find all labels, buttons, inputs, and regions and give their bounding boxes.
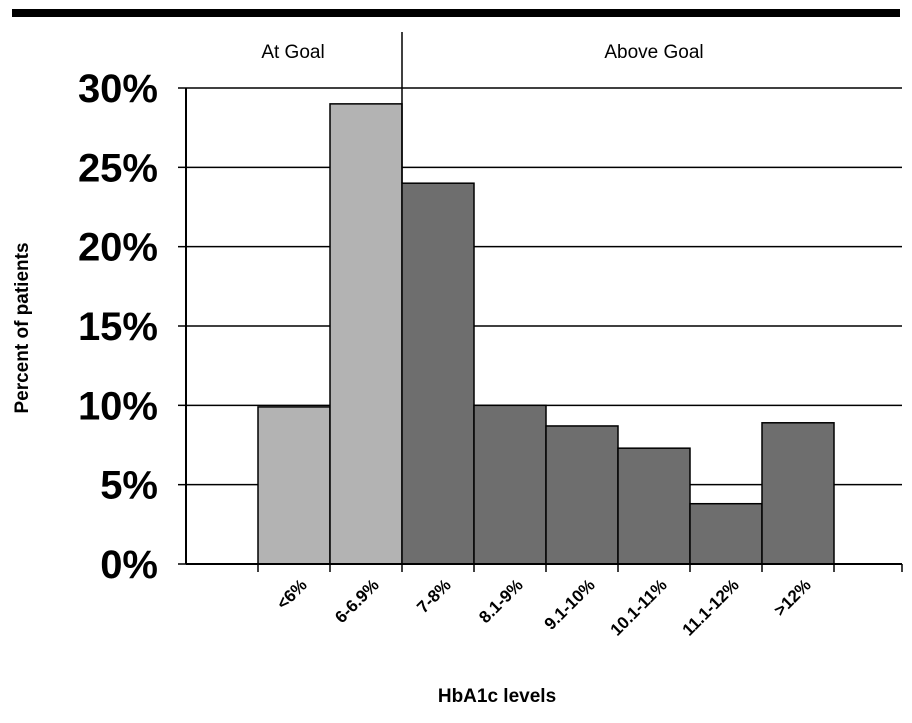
x-tick-label: <6% [273, 575, 311, 613]
x-tick-labels: <6% 6-6.9% 7-8% 8.1-9% 9.1-10% 10.1-11% 11.1-1… [273, 575, 815, 639]
y-tick-label: 0% [100, 543, 158, 587]
y-tick-label: 10% [78, 384, 158, 428]
y-tick-label: 25% [78, 146, 158, 190]
top-rule [12, 9, 900, 17]
bars [257, 103, 835, 565]
region-label-at-goal: At Goal [261, 42, 324, 63]
bar [545, 425, 619, 565]
y-tick-label: 5% [100, 464, 158, 508]
x-tick-label: 7-8% [413, 575, 454, 616]
bar [761, 422, 835, 565]
x-axis-label: HbA1c levels [438, 686, 556, 707]
y-tick-labels: 0% 5% 10% 15% 20% 25% 30% [78, 67, 158, 587]
x-tick-label: 10.1-11% [607, 575, 671, 639]
x-tick-label: 11.1-12% [679, 575, 743, 639]
bar [257, 406, 331, 565]
region-label-above-goal: Above Goal [604, 42, 703, 63]
bar [473, 404, 547, 565]
x-tick-label: >12% [770, 575, 815, 620]
y-tick-label: 20% [78, 226, 158, 270]
x-tick-label: 6-6.9% [331, 575, 383, 627]
x-tick-label: 9.1-10% [541, 575, 599, 633]
y-tick-label: 15% [78, 305, 158, 349]
bar [329, 103, 403, 565]
x-tick-label: 8.1-9% [475, 575, 527, 627]
y-axis-label: Percent of patients [12, 242, 33, 413]
bar [689, 502, 763, 565]
bar [401, 182, 475, 565]
bar [617, 447, 691, 565]
y-tick-label: 30% [78, 67, 158, 111]
axes [178, 32, 903, 572]
